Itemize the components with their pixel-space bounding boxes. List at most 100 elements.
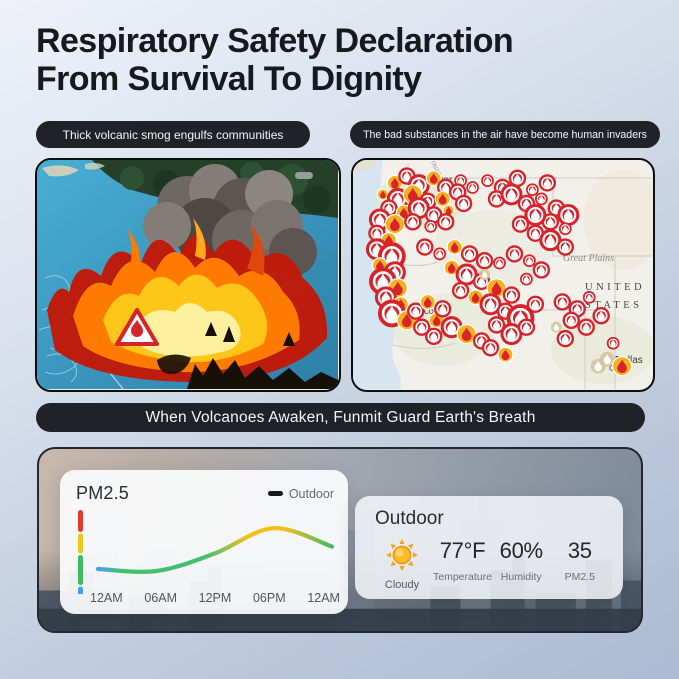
- caption-pill-left: Thick volcanic smog engulfs communities: [36, 121, 310, 148]
- map-label-united: UNITED: [585, 282, 645, 293]
- wildfire-map-panel: Vancouver ounta Great Plains UNITED STAT…: [351, 158, 655, 392]
- x-axis-tick: 12PM: [198, 591, 232, 605]
- fire-marker-icon: [534, 192, 548, 206]
- temperature-label: Temperature: [433, 571, 492, 583]
- x-axis-tick: 06PM: [252, 591, 286, 605]
- slogan-banner: When Volcanoes Awaken, Funmit Guard Eart…: [36, 403, 645, 432]
- fire-marker-icon: [425, 327, 443, 346]
- fire-marker-icon: [558, 222, 572, 236]
- fire-marker-icon: [425, 170, 442, 187]
- sun-icon: [386, 539, 418, 571]
- x-axis-tick: 06AM: [144, 591, 177, 605]
- wildfire-illustration: [37, 160, 338, 389]
- fire-marker-icon: [550, 321, 562, 333]
- x-axis-labels: 12AM 06AM 12PM 06PM 12AM: [90, 591, 340, 605]
- fire-marker-icon: [505, 245, 524, 263]
- fire-marker-icon: [460, 245, 479, 263]
- fire-marker-icon: [407, 302, 425, 320]
- slogan-banner-label: When Volcanoes Awaken, Funmit Guard Eart…: [145, 408, 536, 426]
- fire-marker-icon: [523, 254, 536, 268]
- temperature-stat: 77°F Temperature: [433, 538, 492, 583]
- fire-marker-icon: [517, 318, 536, 336]
- caption-pill-right: The bad substances in the air have becom…: [350, 121, 660, 148]
- wildfire-image-panel: [35, 158, 341, 392]
- weather-condition: Cloudy: [371, 538, 433, 591]
- pm25-stat: 35 PM2.5: [550, 538, 609, 583]
- fire-marker-icon: [433, 300, 452, 318]
- fire-markers-layer: [365, 167, 633, 377]
- fire-marker-icon: [500, 323, 523, 346]
- fire-marker-icon: [404, 213, 422, 231]
- fire-marker-icon: [424, 220, 438, 233]
- fire-marker-icon: [577, 318, 595, 336]
- page-title-line2: From Survival To Dignity: [36, 60, 422, 99]
- fire-marker-icon: [532, 261, 551, 279]
- fire-marker-icon: [466, 181, 479, 194]
- fire-marker-icon: [557, 203, 580, 226]
- fire-marker-icon: [443, 259, 460, 276]
- fire-marker-icon: [454, 194, 473, 213]
- outdoor-card-title: Outdoor: [375, 508, 444, 529]
- caption-pill-right-label: The bad substances in the air have becom…: [363, 128, 647, 141]
- chart-legend: Outdoor: [267, 486, 334, 501]
- fire-marker-icon: [479, 269, 491, 280]
- x-axis-tick: 12AM: [307, 591, 340, 605]
- fire-marker-icon: [434, 190, 451, 208]
- weather-condition-label: Cloudy: [384, 579, 420, 591]
- fire-marker-icon: [481, 174, 494, 187]
- pm25-chart-card: PM2.5 Outdoor: [60, 470, 348, 614]
- fire-marker-icon: [520, 272, 533, 286]
- fire-marker-icon: [556, 238, 574, 256]
- fire-marker-icon: [419, 293, 436, 311]
- fire-marker-icon: [493, 256, 506, 270]
- charred-trees: [157, 322, 338, 389]
- fire-marker-icon: [425, 206, 443, 224]
- outdoor-stats-card: Outdoor Cloudy: [355, 496, 623, 599]
- pm25-chart-title: PM2.5: [76, 483, 130, 503]
- aqi-color-axis: [78, 510, 83, 594]
- fire-marker-icon: [524, 203, 547, 226]
- pm25-label: PM2.5: [564, 571, 595, 583]
- fire-marker-icon: [481, 339, 500, 357]
- pm25-line-chart: [78, 510, 335, 594]
- pm25-value: 35: [567, 538, 592, 563]
- fire-marker-icon: [446, 238, 463, 256]
- fire-marker-icon: [479, 293, 502, 316]
- fire-warning-triangle-icon: [115, 308, 159, 346]
- fire-marker-icon: [526, 183, 539, 197]
- humidity-value: 60%: [499, 538, 543, 563]
- fire-marker-icon: [376, 188, 389, 201]
- us-wildfire-map: Vancouver ounta Great Plains UNITED STAT…: [353, 160, 652, 389]
- fire-marker-icon: [612, 356, 633, 377]
- fire-marker-icon: [592, 307, 610, 325]
- fire-marker-icon: [384, 214, 405, 235]
- fire-marker-icon: [487, 190, 506, 208]
- fire-marker-icon: [436, 213, 455, 231]
- city-smog-photo-panel: PM2.5 Outdoor: [37, 447, 643, 633]
- fire-marker-icon: [539, 229, 562, 252]
- page-title-line1: Respiratory Safety Declaration: [36, 22, 514, 60]
- fire-marker-icon: [440, 316, 463, 339]
- humidity-label: Humidity: [500, 571, 542, 583]
- fire-marker-icon: [502, 286, 521, 304]
- fire-marker-icon: [455, 263, 478, 286]
- fire-marker-icon: [526, 295, 545, 313]
- page-title: Respiratory Safety Declaration From Surv…: [36, 22, 656, 99]
- fire-marker-icon: [556, 329, 574, 348]
- humidity-stat: 60% Humidity: [492, 538, 551, 583]
- fire-marker-icon: [562, 311, 580, 330]
- fire-marker-icon: [467, 289, 484, 306]
- fire-marker-icon: [511, 215, 530, 233]
- fire-marker-icon: [487, 316, 506, 334]
- map-label-states: STATES: [585, 300, 643, 311]
- fire-marker-icon: [497, 346, 514, 363]
- fire-marker-icon: [538, 174, 557, 192]
- x-axis-tick: 12AM: [90, 591, 123, 605]
- fire-marker-icon: [433, 247, 447, 261]
- fire-marker-icon: [500, 183, 523, 206]
- fire-marker-icon: [606, 336, 620, 350]
- fire-marker-icon: [590, 358, 606, 374]
- legend-label: Outdoor: [288, 486, 334, 501]
- fire-marker-icon: [442, 204, 455, 217]
